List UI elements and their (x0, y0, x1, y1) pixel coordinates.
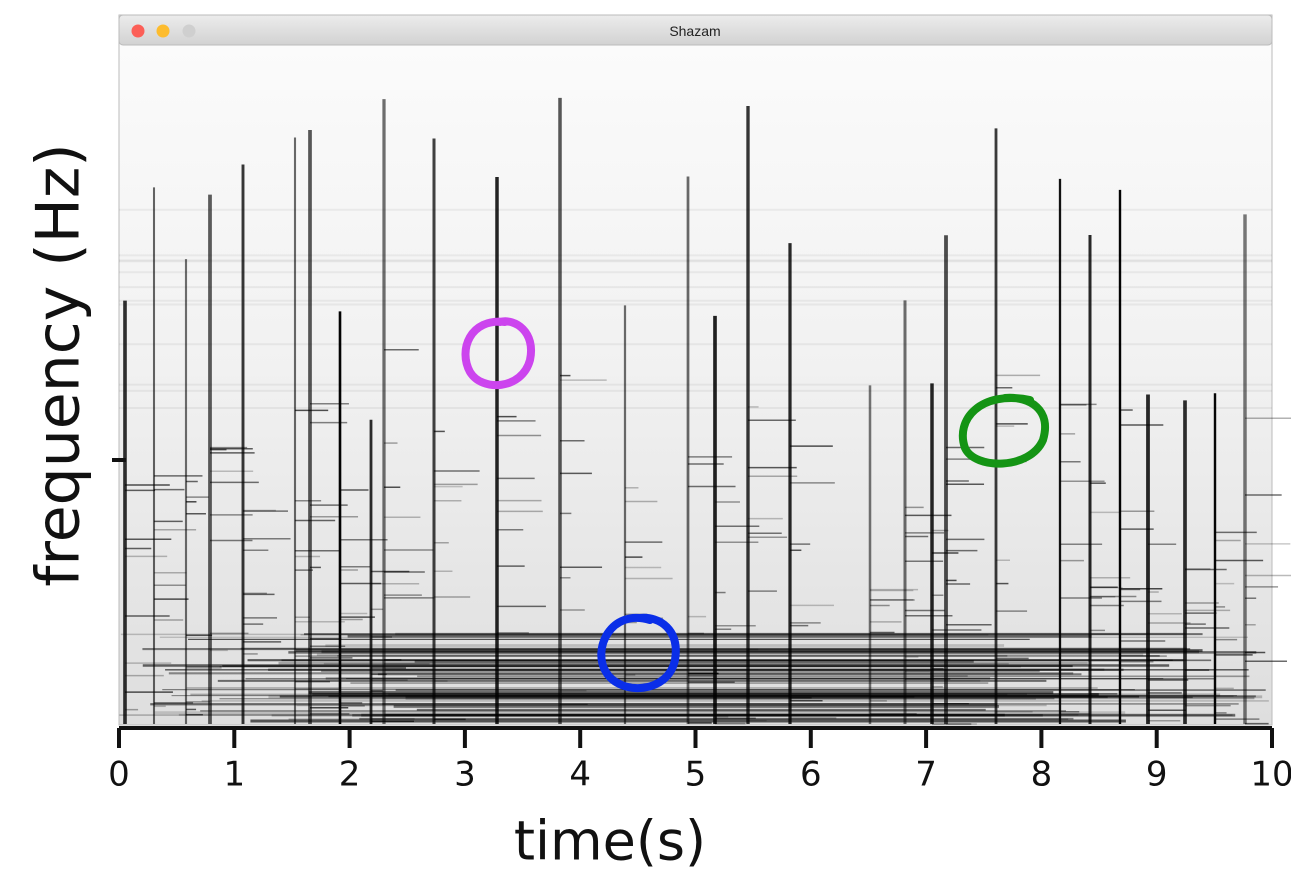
purple-circle (461, 317, 536, 390)
window: Shazam (118, 14, 1273, 726)
x-tick-label: 6 (800, 755, 822, 795)
minimize-button[interactable] (156, 24, 170, 38)
annotations (461, 317, 1049, 693)
close-button[interactable] (131, 24, 145, 38)
x-tick-label: 10 (1250, 755, 1291, 795)
window-frame (118, 14, 1273, 726)
y-axis-label: frequency (Hz) (24, 143, 94, 586)
x-tick-label: 3 (454, 755, 476, 795)
x-tick-label: 8 (1031, 755, 1053, 795)
green-circle (958, 393, 1049, 468)
title-bar (118, 14, 1273, 46)
x-tick-label: 9 (1146, 755, 1168, 795)
x-tick-label: 2 (339, 755, 361, 795)
zoom-button[interactable] (182, 24, 196, 38)
x-tick-label: 0 (108, 755, 130, 795)
spectrogram (119, 97, 1291, 725)
x-axis-label: time(s) (514, 810, 706, 870)
x-tick-label: 5 (685, 755, 707, 795)
window-title: Shazam (669, 23, 720, 39)
x-tick-label: 4 (569, 755, 591, 795)
x-tick-label: 1 (223, 755, 245, 795)
x-tick-label: 7 (915, 755, 937, 795)
blue-circle (597, 613, 680, 693)
